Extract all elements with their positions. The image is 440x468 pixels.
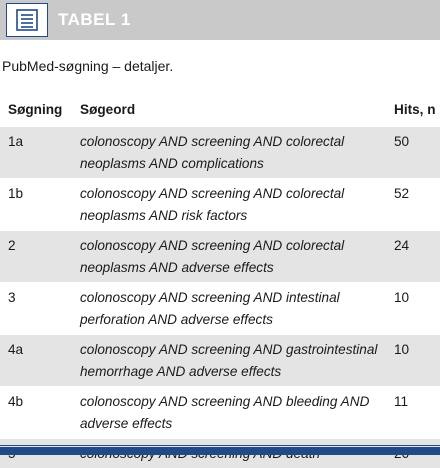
table-row: 4a colonoscopy AND screening AND gastroi… [0,335,440,387]
row-hits: 11 [386,387,440,439]
table-header-bar: TABEL 1 [0,0,440,40]
table-row: 4b colonoscopy AND screening AND bleedin… [0,387,440,439]
search-table: Søgning Søgeord Hits, n 1a colonoscopy A… [0,96,440,468]
row-search-id: 4b [0,387,80,439]
row-hits: 10 [386,283,440,335]
row-search-terms: colonoscopy AND screening AND bleeding A… [80,387,386,439]
column-header-terms: Søgeord [80,96,386,127]
row-search-terms: colonoscopy AND screening AND intestinal… [80,283,386,335]
table-row: 1b colonoscopy AND screening AND colorec… [0,179,440,231]
row-hits: 24 [386,231,440,283]
row-search-terms: colonoscopy AND screening AND gastrointe… [80,335,386,387]
row-search-terms: colonoscopy AND screening AND colorectal… [80,231,386,283]
row-search-id: 3 [0,283,80,335]
row-search-terms: colonoscopy AND screening AND colorectal… [80,179,386,231]
row-hits: 50 [386,127,440,179]
table-row: 1a colonoscopy AND screening AND colorec… [0,127,440,179]
row-search-terms: colonoscopy AND screening AND colorectal… [80,127,386,179]
row-search-id: 1a [0,127,80,179]
column-header-search: Søgning [0,96,80,127]
table-header-row: Søgning Søgeord Hits, n [0,96,440,127]
row-hits: 10 [386,335,440,387]
document-list-icon [6,3,48,37]
footer-rule [0,447,440,455]
column-header-hits: Hits, n [386,96,440,127]
row-search-id: 1b [0,179,80,231]
row-hits: 52 [386,179,440,231]
table-title: TABEL 1 [58,10,131,30]
table-row: 2 colonoscopy AND screening AND colorect… [0,231,440,283]
row-search-id: 4a [0,335,80,387]
row-search-id: 2 [0,231,80,283]
table-caption: PubMed-søgning – detaljer. [2,58,173,74]
table-row: 3 colonoscopy AND screening AND intestin… [0,283,440,335]
